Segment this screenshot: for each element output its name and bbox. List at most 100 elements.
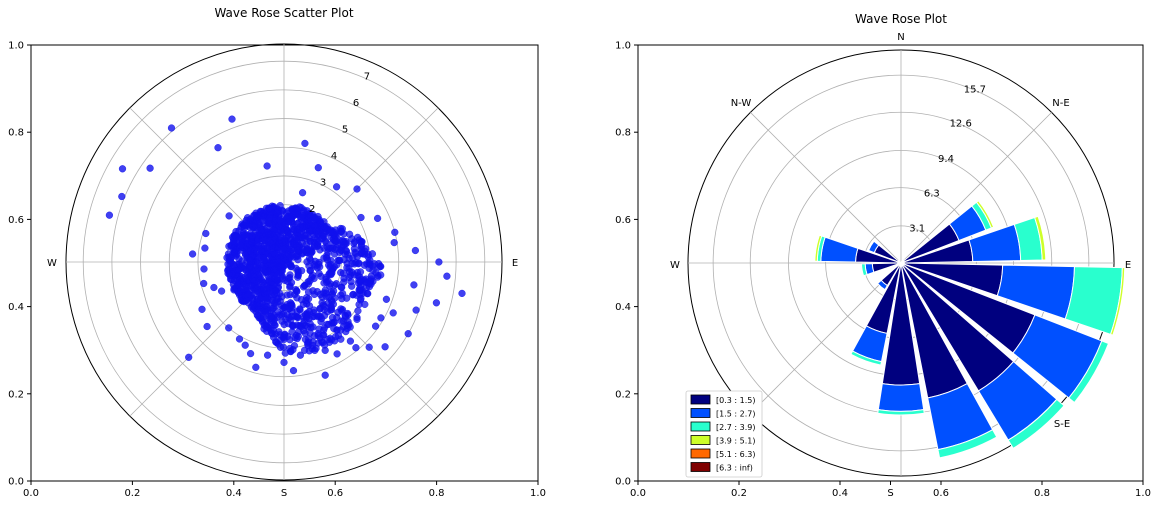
scatter-point [346,323,354,331]
scatter-point [263,162,271,170]
x-tick-label: 0.2 [731,488,747,499]
x-tick-label: 0.6 [933,488,949,499]
scatter-point [333,326,341,334]
scatter-point [288,321,296,330]
scatter-point [259,217,267,225]
rose-radial-tick-label: 3.1 [909,224,925,235]
scatter-point [287,213,295,221]
scatter-point [325,261,333,269]
rose-bar-segment [876,279,889,291]
scatter-point [331,245,339,253]
scatter-point [271,321,279,329]
scatter-point [255,231,263,239]
rose-bar-segment [897,259,901,263]
rose-bar-segment [937,429,998,459]
angular-gridline [283,261,439,417]
scatter-point [167,124,176,132]
rose-bar-segment [975,200,995,229]
scatter-point [185,353,193,361]
y-tick-label: 0.4 [8,302,24,313]
scatter-point [228,115,236,123]
scatter-point [327,336,336,344]
scatter-point [237,285,245,294]
scatter-point [261,294,270,302]
scatter-point [458,289,466,298]
x-tick-label: 0.8 [1034,488,1050,499]
scatter-point [273,209,281,217]
scatter-point [288,301,296,310]
legend-swatch [690,421,711,432]
scatter-point [280,358,288,367]
scatter-radial-tick-label: 6 [353,98,359,109]
rose-radial-ticks: 3.1 6.3 9.4 12.6 15.7 [909,84,986,234]
scatter-point [264,351,272,359]
scatter-point [243,231,251,239]
rose-bars [814,200,1126,459]
scatter-point [435,258,443,266]
scatter-point [331,281,339,289]
scatter-point [201,244,209,252]
scatter-point [294,273,302,281]
scatter-dir-label-e: E [512,258,518,269]
scatter-title: Wave Rose Scatter Plot [214,6,353,20]
scatter-point [354,233,362,242]
scatter-point [333,350,341,358]
scatter-point [293,288,301,296]
scatter-point [198,305,206,313]
scatter-point [279,251,287,259]
scatter-point [242,275,250,283]
scatter-point [328,298,336,306]
rose-bar-segment [901,257,905,261]
scatter-point [321,346,329,355]
legend-label: [1.5 : 2.7) [716,410,755,419]
scatter-point [301,139,309,148]
rose-bar-segment [850,350,883,366]
scatter-point [251,277,259,285]
scatter-point [307,222,315,230]
scatter-point [294,266,302,274]
scatter-point [357,249,365,258]
scatter-point [348,282,356,290]
y-tick-label: 0.4 [615,302,631,313]
scatter-point [346,337,355,345]
scatter-point [412,306,420,314]
scatter-point [263,244,271,252]
scatter-point [203,322,211,331]
x-tick-label: 0.6 [327,488,343,499]
scatter-point [341,240,349,248]
legend-swatch [690,462,711,472]
scatter-point [261,281,269,289]
rose-bar-segment [877,409,925,416]
scatter-point [287,347,295,355]
scatter-point [340,278,348,286]
scatter-point [343,294,351,302]
legend-swatch [690,408,711,418]
scatter-point [238,257,246,265]
scatter-point [210,283,218,292]
scatter-point [230,240,238,248]
scatter-radial-tick-label: 4 [331,151,337,162]
scatter-point [306,266,314,275]
scatter-point [265,204,273,213]
scatter-point [364,290,372,298]
scatter-point [381,343,389,351]
scatter-point [356,284,364,292]
y-tick-label: 0.2 [615,389,631,400]
scatter-point [231,249,239,257]
scatter-point [249,302,257,310]
scatter-point [241,341,249,349]
scatter-point [225,324,233,332]
scatter-point [320,312,329,320]
rose-bar-segment [1034,215,1047,261]
rose-radial-tick-label: 9.4 [938,154,954,165]
scatter-point [311,262,319,270]
scatter-point [356,273,364,281]
scatter-point [282,209,291,217]
scatter-point-cloud [223,202,385,357]
scatter-point [214,144,222,152]
scatter-point [279,343,288,351]
scatter-point [263,228,272,236]
scatter-point [349,290,357,299]
scatter-point [314,238,322,246]
